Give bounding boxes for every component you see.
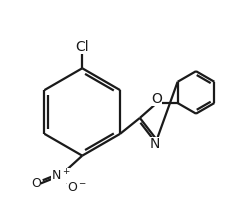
Text: O: O: [32, 177, 42, 190]
Text: N$^+$: N$^+$: [51, 168, 70, 183]
Text: N: N: [150, 137, 160, 151]
Text: O: O: [151, 92, 162, 106]
Text: O$^-$: O$^-$: [67, 181, 87, 194]
Text: Cl: Cl: [76, 40, 89, 54]
